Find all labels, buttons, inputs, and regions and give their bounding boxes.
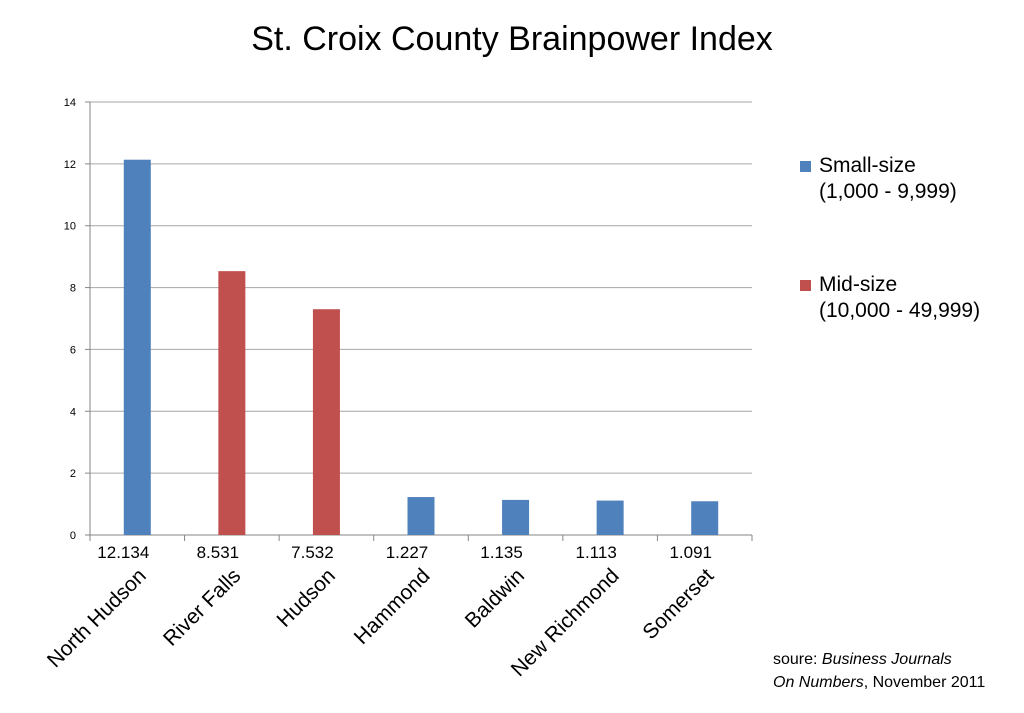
category-label: Baldwin [461,564,529,632]
y-tick-label: 6 [70,344,76,356]
bar [502,499,530,535]
source-publication-line2: On Numbers [773,674,864,691]
category-label: North Hudson [43,564,151,672]
source-date: , November 2011 [863,674,986,691]
bar [218,271,246,535]
source-note: soure: Business Journals On Numbers, Nov… [773,648,985,694]
bar [407,497,435,535]
y-tick-label: 10 [64,221,76,233]
legend-range-mid-size: (10,000 - 49,999) [819,299,981,322]
bar [123,159,151,535]
y-tick-label: 14 [64,97,76,109]
source-publication-line1: Business Journals [821,651,952,668]
data-label: 1.135 [480,543,523,562]
legend-range-small-size: (1,000 - 9,999) [819,180,957,203]
bar [312,309,340,535]
data-label: 1.227 [386,543,429,562]
data-label: 7.532 [291,543,334,562]
legend-label-small-size: Small-size [819,154,916,177]
y-tick-label: 12 [64,159,76,171]
source-prefix: soure: [773,651,822,668]
category-label: Somerset [638,564,718,644]
legend-swatch-small-size [800,161,811,172]
bar [691,501,719,535]
y-tick-label: 0 [70,530,76,542]
data-label: 1.091 [669,543,712,562]
y-tick-label: 2 [70,468,76,480]
data-label: 1.113 [576,543,617,562]
data-label: 12.134 [97,543,149,562]
y-tick-label: 4 [70,406,76,418]
legend-swatch-mid-size [800,280,811,291]
bar [596,500,624,535]
chart-title: St. Croix County Brainpower Index [251,20,773,58]
category-label: River Falls [159,564,245,650]
data-label: 8.531 [197,543,240,562]
legend-label-mid-size: Mid-size [819,273,898,296]
category-label: Hudson [273,564,340,631]
category-label: Hammond [350,564,435,649]
y-tick-label: 8 [70,283,76,295]
